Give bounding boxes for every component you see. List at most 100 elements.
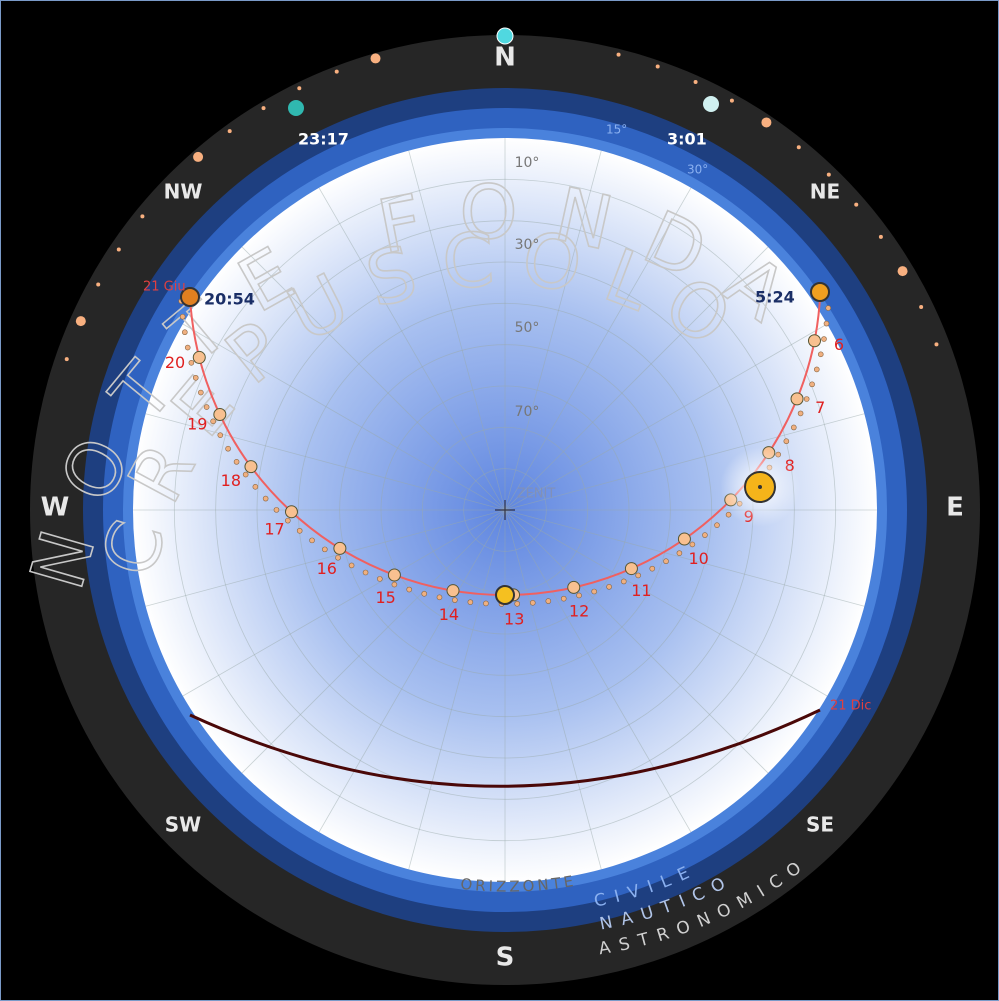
night-dot (297, 86, 302, 91)
altitude-label: 10° (515, 155, 540, 171)
grid (133, 138, 877, 882)
azimuth-line (145, 413, 506, 511)
quarter-dot (452, 597, 458, 603)
azimuth-line (182, 323, 506, 511)
hour-dot (213, 408, 227, 422)
night-dot (826, 172, 831, 177)
winter-date: 21 Dic (830, 699, 871, 714)
hour-label: 6 (834, 335, 844, 354)
night-dot (919, 305, 924, 310)
hour-label: 15 (375, 588, 395, 607)
sunrise-sun (810, 282, 830, 302)
quarter-dot (309, 537, 315, 544)
quarter-dot (242, 471, 249, 478)
compass-w: W (41, 493, 70, 523)
quarter-dot (689, 541, 696, 548)
night-dot (878, 234, 883, 239)
quarter-dot (296, 527, 303, 534)
quarter-dot (322, 546, 328, 553)
night-dot (693, 79, 698, 84)
hour-label: 13 (504, 609, 524, 628)
quarter-dot (825, 305, 832, 311)
night-dot (116, 247, 121, 252)
hour-dot (387, 568, 401, 582)
quarter-dot (821, 336, 827, 342)
azimuth-line (504, 509, 692, 833)
azimuth-line (504, 509, 865, 607)
night-dot (854, 202, 859, 207)
time-label: 23:17 (298, 130, 349, 149)
azimuth-line (408, 509, 506, 870)
depression-label: 30° (687, 163, 708, 177)
winter-path (189, 708, 821, 788)
quarter-dot (702, 532, 708, 538)
azimuth-line (504, 187, 692, 511)
quarter-dot (262, 495, 269, 502)
compass-ne: NE (810, 180, 840, 204)
hour-dot (624, 562, 638, 576)
moon-rise (703, 96, 719, 112)
hour-dot (333, 541, 347, 555)
quarter-dot (192, 374, 199, 381)
quarter-dot (790, 424, 797, 431)
night-dot (140, 214, 145, 219)
quarter-dot (714, 522, 720, 528)
sunset-time: 20:54 (204, 290, 255, 309)
quarter-dot (182, 329, 188, 336)
hour-dot (446, 584, 460, 598)
quarter-dot (649, 565, 656, 572)
quarter-dot (483, 600, 489, 607)
hour-dot (790, 392, 804, 406)
night-dot (261, 106, 266, 111)
night-dot (897, 266, 908, 277)
night-dot (193, 151, 204, 162)
compass-sw: SW (165, 813, 201, 837)
quarter-dot (467, 599, 474, 605)
depression-label: 15° (606, 123, 627, 137)
quarter-dot (198, 389, 204, 396)
azimuth-line (504, 413, 865, 511)
azimuth-line (504, 246, 769, 511)
night-dot (370, 53, 381, 64)
quarter-dot (436, 594, 443, 601)
night-dot (761, 117, 772, 128)
time-label: 3:01 (667, 130, 707, 149)
night-dot (64, 357, 69, 362)
compass-e: E (946, 493, 964, 523)
azimuth-line (408, 150, 506, 511)
hour-label: 10 (688, 549, 708, 568)
quarter-dot (203, 404, 210, 410)
quarter-dot (803, 396, 810, 402)
hour-dot (192, 350, 206, 364)
night-dot (96, 282, 101, 287)
quarter-dot (823, 320, 830, 327)
quarter-dot (335, 554, 341, 561)
azimuth-line (504, 509, 828, 697)
night-dot (934, 342, 939, 347)
hour-label: 14 (439, 605, 459, 624)
hour-dot (807, 334, 821, 348)
quarter-dot (635, 572, 641, 579)
hour-label: 20 (165, 353, 185, 372)
quarter-dot (210, 418, 216, 425)
quarter-dot (391, 581, 398, 588)
hour-label: 17 (264, 520, 284, 539)
quarter-dot (606, 584, 612, 590)
azimuth-line (504, 323, 828, 511)
quarter-dot (620, 578, 627, 585)
quarter-dot (797, 410, 804, 417)
hour-dot (677, 532, 691, 546)
night-dot (75, 316, 86, 327)
compass-se: SE (806, 813, 834, 837)
zenith-label: ZENIT (517, 487, 556, 502)
sunrise-time: 5:24 (755, 288, 795, 307)
quarter-dot (179, 313, 186, 320)
compass-n: N (494, 43, 516, 73)
quarter-dot (377, 576, 383, 582)
night-dot (227, 129, 232, 134)
altitude-label: 30° (515, 237, 540, 253)
azimuth-line (182, 509, 506, 697)
azimuth-line (504, 509, 769, 774)
azimuth-line (145, 509, 506, 607)
